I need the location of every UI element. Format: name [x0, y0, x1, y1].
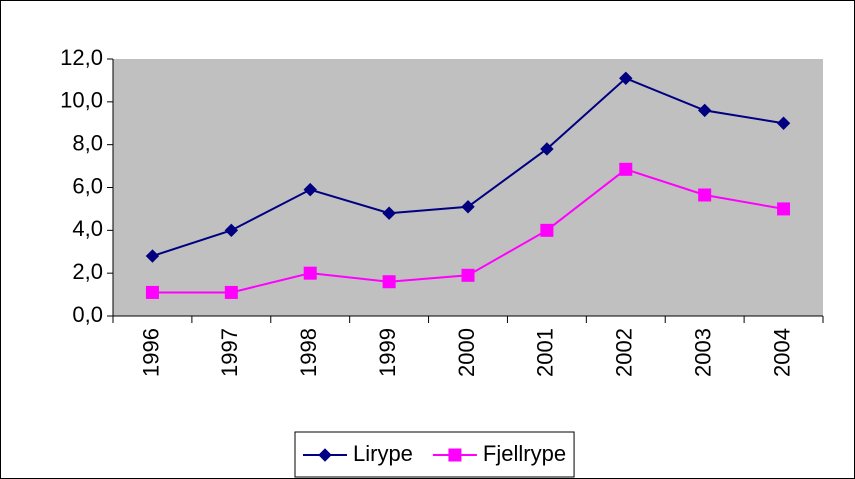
marker	[303, 182, 317, 197]
legend-marker	[448, 448, 462, 462]
x-tick-label: 1998	[296, 328, 321, 377]
y-tick-label: 0,0	[72, 302, 103, 327]
marker	[461, 268, 475, 282]
marker	[382, 206, 396, 220]
legend-label: Lirype	[353, 441, 413, 466]
x-tick-label: 2001	[533, 328, 558, 377]
marker	[698, 188, 712, 202]
y-tick-label: 8,0	[72, 130, 103, 155]
x-tick-label: 1996	[138, 328, 163, 377]
x-tick-label: 2002	[612, 328, 637, 377]
marker	[145, 285, 159, 299]
legend: Lirype Fjellrype	[294, 431, 575, 478]
marker	[303, 266, 317, 280]
marker	[382, 275, 396, 289]
legend-marker	[318, 448, 332, 462]
x-tick-label: 2003	[690, 328, 715, 377]
marker	[540, 223, 554, 237]
y-tick-label: 2,0	[72, 259, 103, 284]
marker	[145, 249, 160, 263]
marker	[697, 103, 712, 118]
marker	[224, 223, 239, 238]
marker	[777, 202, 791, 216]
y-tick-label: 12,0	[60, 45, 103, 70]
x-tick-label: 1999	[375, 328, 400, 377]
marker	[619, 162, 633, 176]
y-tick-label: 4,0	[72, 216, 103, 241]
y-tick-label: 6,0	[72, 173, 103, 198]
marker	[540, 142, 554, 156]
x-tick-label: 1997	[217, 328, 242, 377]
x-tick-label: 2004	[769, 328, 794, 377]
y-tick-label: 10,0	[60, 88, 103, 113]
marker	[776, 116, 791, 130]
x-tick-label: 2000	[454, 328, 479, 377]
marker	[461, 200, 475, 214]
marker	[224, 285, 238, 299]
marker	[619, 71, 633, 85]
legend-label: Fjellrype	[483, 441, 566, 466]
